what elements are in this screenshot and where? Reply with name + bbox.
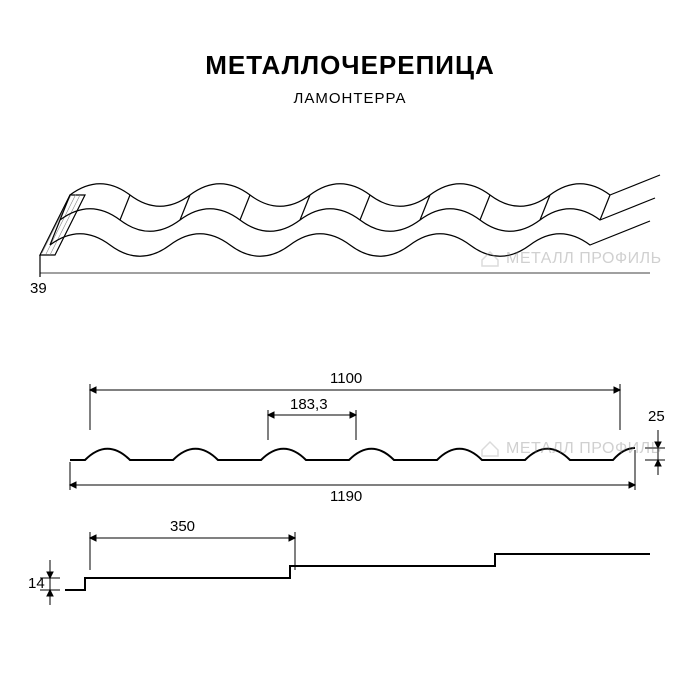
dim-width-bottom: 1190 — [330, 488, 362, 505]
watermark-text-2: МЕТАЛЛ ПРОФИЛЬ — [506, 440, 662, 458]
page-title: МЕТАЛЛОЧЕРЕПИЦА — [0, 50, 700, 81]
perspective-diagram: 39 — [30, 135, 670, 305]
dim-width-top: 1100 — [330, 370, 362, 387]
dim-wave-height: 25 — [648, 408, 665, 425]
page-subtitle: ЛАМОНТЕРРА — [0, 90, 700, 107]
dim-step-height: 14 — [28, 575, 45, 592]
house-icon — [480, 440, 500, 458]
watermark-text: МЕТАЛЛ ПРОФИЛЬ — [506, 250, 662, 268]
watermark-logo: МЕТАЛЛ ПРОФИЛЬ — [480, 250, 662, 268]
dim-step-pitch: 350 — [170, 518, 195, 535]
side-profile-diagram: 350 14 — [30, 520, 670, 610]
dim-wave-pitch: 183,3 — [290, 396, 328, 413]
cross-section-diagram: 1100 183,3 1190 25 — [30, 370, 670, 500]
house-icon — [480, 250, 500, 268]
perspective-height-label: 39 — [30, 280, 47, 297]
watermark-logo-2: МЕТАЛЛ ПРОФИЛЬ — [480, 440, 662, 458]
